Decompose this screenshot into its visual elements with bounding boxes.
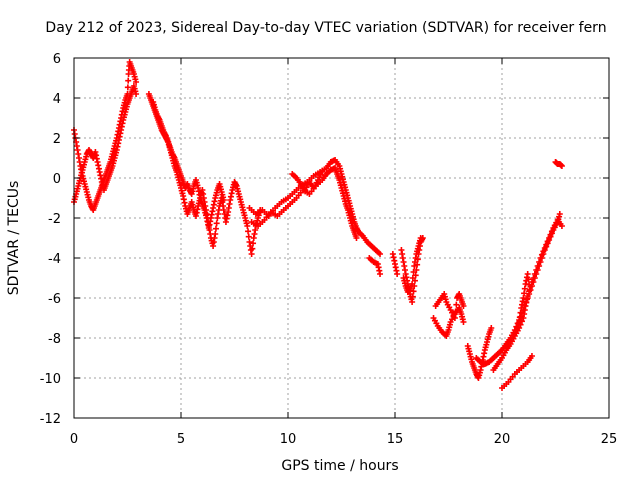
data-series-sdtvar [71,59,565,391]
data-point [410,269,417,275]
y-tick-label: 2 [53,132,61,147]
data-point [546,235,553,241]
data-point [133,79,140,85]
data-point [125,77,132,84]
data-point [451,315,458,321]
y-tick-label: 4 [53,92,61,107]
plot-frame [73,57,610,419]
data-point [531,271,538,277]
data-point [548,228,555,235]
data-point [133,91,140,97]
x-tick-label: 20 [494,432,511,447]
data-point [409,275,416,281]
data-point [536,259,543,265]
data-point [534,263,541,269]
y-axis-label: SDTVAR / TECUs [6,181,22,296]
x-tick-label: 25 [601,432,618,447]
data-point [516,325,523,331]
data-point [558,223,565,229]
data-point [543,241,550,248]
data-point [540,248,547,255]
data-point [460,303,467,309]
data-point [544,238,551,245]
data-point [528,353,535,359]
data-point [409,293,416,300]
data-point [319,169,326,175]
data-point [488,325,495,331]
data-point [533,267,540,273]
data-point [525,276,532,283]
data-point [547,231,554,238]
data-point [537,255,544,261]
y-tick-label: -12 [40,412,61,427]
x-tick-label: 10 [280,432,297,447]
data-point [377,251,384,257]
data-point [353,235,360,241]
y-tick-label: -2 [48,212,61,227]
data-point [212,225,219,232]
data-point [245,233,252,240]
x-tick-label: 0 [70,432,78,447]
y-tick-label: -10 [40,372,61,387]
data-point [213,220,220,227]
y-tick-label: -6 [48,292,61,307]
data-point [250,240,257,247]
x-tick-label: 5 [177,432,185,447]
data-point [248,251,255,257]
data-point [524,271,531,277]
data-point [220,197,227,203]
data-point [556,211,563,217]
x-tick-label: 15 [387,432,404,447]
y-tick-label: 6 [53,52,61,67]
data-point [409,281,416,287]
data-point [452,308,459,315]
x-axis-label: GPS time / hours [281,458,398,474]
data-point [377,271,384,277]
data-point [558,163,565,169]
y-tick-label: -8 [48,332,61,347]
data-point [244,223,251,229]
data-point [124,84,131,91]
data-point [417,235,424,241]
axis-ticks: 0 5 10 15 20 25 -12 -10 -8 -6 -4 -2 0 2 4 6 [40,52,618,447]
data-point [526,287,533,293]
data-point [524,293,531,299]
data-point [394,271,401,277]
data-point [460,319,467,325]
data-point [526,281,533,288]
data-point [541,245,548,251]
data-point [538,251,545,258]
data-point [530,275,537,281]
data-point [245,228,252,235]
data-point [249,245,256,252]
y-tick-label: -4 [48,252,61,267]
grid-lines [74,58,609,418]
data-point [453,301,460,308]
y-tick-label: 0 [53,172,61,187]
data-point [409,299,416,305]
chart-title: Day 212 of 2023, Sidereal Day-to-day VTE… [45,20,606,36]
data-point [212,231,219,237]
